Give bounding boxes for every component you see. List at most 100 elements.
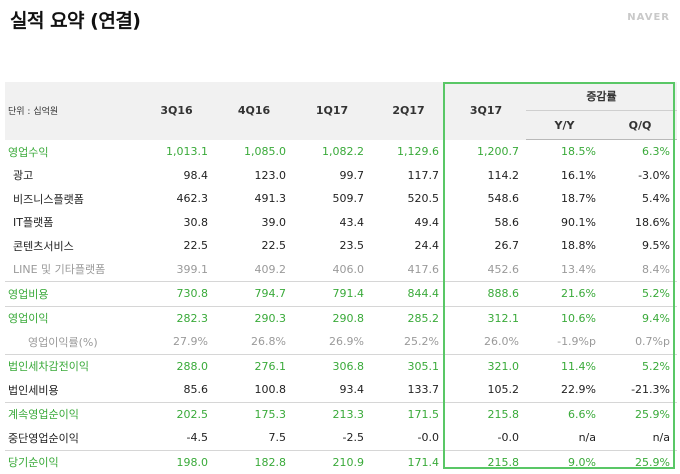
table-cell: 117.7 (371, 164, 446, 188)
table-cell: 123.0 (215, 164, 293, 188)
table-cell: 520.5 (371, 187, 446, 211)
row-label: 중단영업순이익 (5, 426, 138, 450)
table-cell: 791.4 (293, 282, 371, 307)
table-cell: 171.5 (371, 402, 446, 426)
column-header-yoy: Y/Y (526, 111, 603, 140)
table-cell: 182.8 (215, 450, 293, 474)
row-label: 영업이익률(%) (5, 330, 138, 354)
table-cell: 11.4% (526, 354, 603, 378)
table-cell: 276.1 (215, 354, 293, 378)
table-cell: 43.4 (293, 211, 371, 235)
table-cell: 30.8 (138, 211, 215, 235)
row-label: 영업이익 (5, 306, 138, 330)
table-cell: n/a (526, 426, 603, 450)
table-cell: 452.6 (446, 258, 526, 282)
table-cell: 58.6 (446, 211, 526, 235)
table-cell: -2.5 (293, 426, 371, 450)
table-cell: 25.9% (603, 402, 677, 426)
table-cell: 406.0 (293, 258, 371, 282)
table-cell: 100.8 (215, 378, 293, 402)
table-cell: 288.0 (138, 354, 215, 378)
table-cell: 13.4% (526, 258, 603, 282)
table-cell: 23.5 (293, 234, 371, 258)
table-cell: 24.4 (371, 234, 446, 258)
table-cell: 49.4 (371, 211, 446, 235)
table-cell: 5.4% (603, 187, 677, 211)
table-cell: 39.0 (215, 211, 293, 235)
table-cell: 26.9% (293, 330, 371, 354)
table-cell: n/a (603, 426, 677, 450)
table-cell: 27.9% (138, 330, 215, 354)
table-cell: 26.8% (215, 330, 293, 354)
table-cell: 215.8 (446, 450, 526, 474)
table-cell: 1,129.6 (371, 140, 446, 164)
table-cell: 198.0 (138, 450, 215, 474)
row-label: 영업수익 (5, 140, 138, 164)
table-cell: 305.1 (371, 354, 446, 378)
table-cell: 509.7 (293, 187, 371, 211)
row-label: 당기순이익 (5, 450, 138, 474)
table-cell: 7.5 (215, 426, 293, 450)
growth-group-header: 증감률 (526, 82, 677, 111)
row-label: IT플랫폼 (5, 211, 138, 235)
column-header: 1Q17 (293, 82, 371, 140)
naver-logo: NAVER (627, 12, 670, 23)
table-cell: 9.0% (526, 450, 603, 474)
table-cell: 93.4 (293, 378, 371, 402)
row-label: 광고 (5, 164, 138, 188)
table-cell: 399.1 (138, 258, 215, 282)
column-header-qoq: Q/Q (603, 111, 677, 140)
table-cell: 1,082.2 (293, 140, 371, 164)
table-cell: 25.2% (371, 330, 446, 354)
earnings-summary-table: 단위 : 십억원 3Q16 4Q16 1Q17 2Q17 3Q17 증감률 Y/… (5, 82, 677, 474)
table-cell: 1,085.0 (215, 140, 293, 164)
table-cell: 98.4 (138, 164, 215, 188)
unit-label: 단위 : 십억원 (5, 82, 138, 140)
table-cell: 26.7 (446, 234, 526, 258)
row-label: 비즈니스플랫폼 (5, 187, 138, 211)
row-label: 법인세비용 (5, 378, 138, 402)
column-header: 3Q17 (446, 82, 526, 140)
table-cell: -3.0% (603, 164, 677, 188)
table-cell: 6.6% (526, 402, 603, 426)
table-cell: 462.3 (138, 187, 215, 211)
table-cell: 290.8 (293, 306, 371, 330)
table-cell: 202.5 (138, 402, 215, 426)
table-cell: 213.3 (293, 402, 371, 426)
table-cell: 5.2% (603, 354, 677, 378)
table-cell: 25.9% (603, 450, 677, 474)
table-cell: -0.0 (446, 426, 526, 450)
table-cell: 171.4 (371, 450, 446, 474)
table-cell: 215.8 (446, 402, 526, 426)
table-cell: 99.7 (293, 164, 371, 188)
table-cell: -0.0 (371, 426, 446, 450)
table-cell: 321.0 (446, 354, 526, 378)
table-cell: 18.7% (526, 187, 603, 211)
table-cell: 5.2% (603, 282, 677, 307)
table-cell: 18.6% (603, 211, 677, 235)
table-cell: 0.7%p (603, 330, 677, 354)
column-header: 2Q17 (371, 82, 446, 140)
column-header: 4Q16 (215, 82, 293, 140)
table-cell: 85.6 (138, 378, 215, 402)
table-cell: 22.5 (138, 234, 215, 258)
table-cell: 6.3% (603, 140, 677, 164)
table-cell: 22.5 (215, 234, 293, 258)
table-cell: -4.5 (138, 426, 215, 450)
table-cell: 417.6 (371, 258, 446, 282)
table-cell: 1,013.1 (138, 140, 215, 164)
table-cell: 10.6% (526, 306, 603, 330)
table-cell: 888.6 (446, 282, 526, 307)
table-cell: -1.9%p (526, 330, 603, 354)
